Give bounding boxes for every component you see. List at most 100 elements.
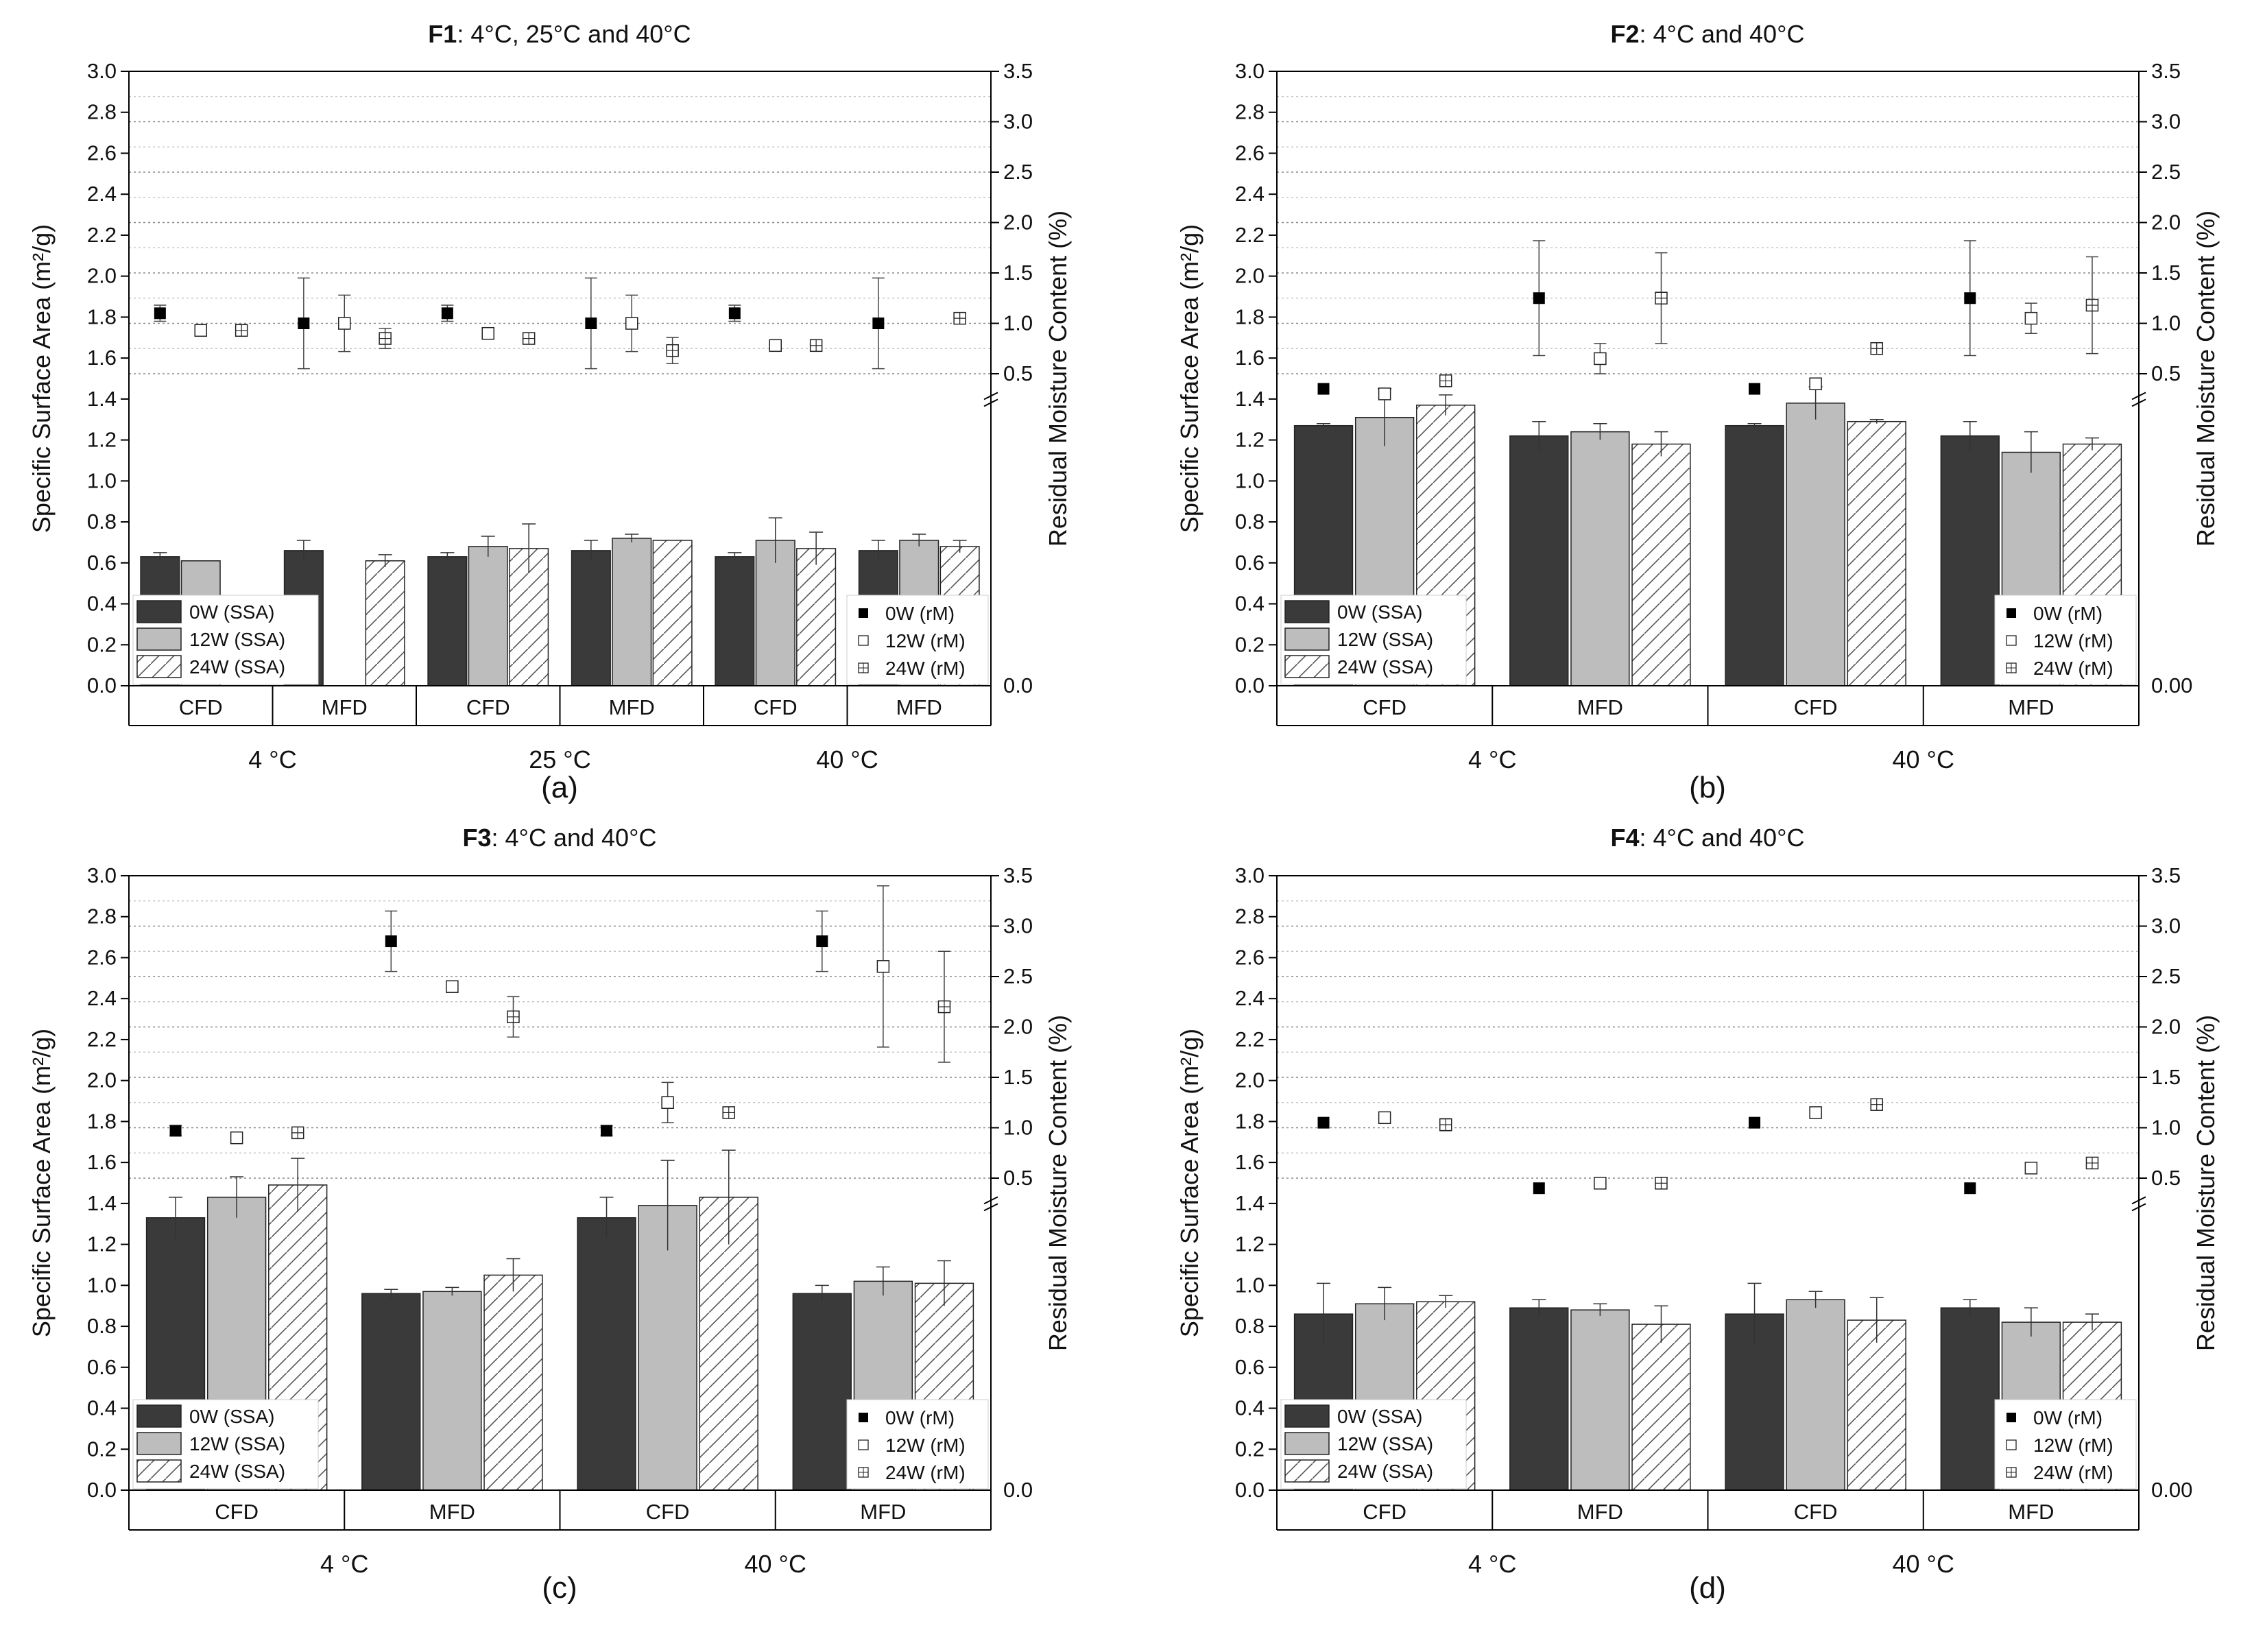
y2-tick-label: 1.5 <box>1003 1065 1033 1089</box>
axis-break <box>983 1203 998 1212</box>
y-tick-label: 0.4 <box>1235 1396 1265 1420</box>
legend-label: 24W (rM) <box>2033 658 2113 679</box>
legend-right-box <box>1994 595 2137 685</box>
bar-12wssa <box>755 540 795 686</box>
rm-point-0w <box>728 307 741 320</box>
legend-swatch <box>1284 1404 1330 1428</box>
y-tick-label: 2.4 <box>87 986 117 1010</box>
y2-tick-label: 3.5 <box>2151 863 2181 887</box>
bar-0wssa <box>427 556 468 686</box>
chart-panel-4: 0.0 0.2 0.4 0.6 0.8 1.0 1.2 1.4 1.6 1.8 2.0 2.2 2.4 2… <box>1175 824 2220 1605</box>
legend-swatch <box>136 1404 182 1428</box>
legend-label: 12W (rM) <box>2033 630 2113 651</box>
legend-label: 12W (SSA) <box>1337 629 1433 650</box>
legend-label: 24W (rM) <box>885 658 966 679</box>
y2-axis-label: Residual Moisture Content (%) <box>1044 1015 1072 1351</box>
y2-tick-label: 0.5 <box>2151 1166 2181 1190</box>
rm-point-0w <box>169 1125 182 1137</box>
legend-label: 24W (rM) <box>2033 1462 2113 1483</box>
y-tick-label: 0.0 <box>87 673 117 697</box>
y-tick-label: 0.4 <box>87 592 117 616</box>
axis-break <box>2131 1196 2146 1205</box>
rm-point-12w <box>1378 1111 1391 1125</box>
bar-12wssa <box>612 538 652 686</box>
y-tick-label: 1.6 <box>87 1150 117 1174</box>
x-method-label: CFD <box>1363 1500 1406 1524</box>
legend-swatch <box>1284 600 1330 623</box>
legend-right-box <box>846 1399 989 1489</box>
bar-24wssa <box>796 548 837 686</box>
axis-break <box>983 398 998 407</box>
y-tick-label: 1.6 <box>87 346 117 370</box>
chart-title: F2: 4°C and 40°C <box>1611 20 1805 48</box>
y-tick-label: 2.4 <box>1235 182 1265 206</box>
y-tick-label: 1.8 <box>1235 304 1265 328</box>
y2-tick-label: 2.5 <box>2151 160 2181 184</box>
axis-break <box>983 1196 998 1205</box>
y2-tick-label: 1.0 <box>2151 311 2181 335</box>
y-tick-label: 2.2 <box>1235 223 1265 247</box>
bar-0wssa <box>577 1217 636 1491</box>
legend-label: 0W (rM) <box>885 603 955 624</box>
x-temp-label: 4 °C <box>248 745 296 774</box>
x-method-label: MFD <box>2008 1500 2054 1524</box>
legend-label: 24W (SSA) <box>189 656 285 678</box>
legend-swatch <box>136 655 182 678</box>
y-tick-label: 0.0 <box>1235 1478 1265 1502</box>
rm-point-12w <box>230 1131 243 1145</box>
x-method-label: CFD <box>179 695 223 719</box>
x-temp-label: 40 °C <box>816 745 878 774</box>
bar-0wssa <box>1940 1307 2000 1491</box>
legend-marker <box>2007 608 2016 618</box>
axis-break <box>983 392 998 400</box>
bar-12wssa <box>422 1291 482 1491</box>
bar-0wssa <box>1940 435 2000 686</box>
bar-24wssa <box>1631 443 1691 686</box>
y-tick-label: 1.4 <box>87 387 117 411</box>
y2-zero-label: 0.0 <box>1003 1478 1033 1502</box>
y-tick-label: 3.0 <box>1235 863 1265 887</box>
chart-title-rest: : 4°C and 40°C <box>1640 824 1805 852</box>
chart-title-bold: F3 <box>463 824 492 852</box>
y2-tick-label: 3.0 <box>1003 110 1033 134</box>
rm-point-12w <box>446 980 459 993</box>
legend-right-box <box>846 595 989 685</box>
rm-point-0w <box>1749 383 1761 395</box>
chart-title: F1: 4°C, 25°C and 40°C <box>428 20 691 48</box>
y-axis-label: Specific Surface Area (m²/g) <box>1175 224 1203 533</box>
rm-point-12w <box>338 317 351 330</box>
y2-tick-label: 3.0 <box>2151 914 2181 938</box>
y-tick-label: 0.2 <box>1235 1437 1265 1461</box>
rm-point-12w <box>2024 1162 2038 1175</box>
y-tick-label: 1.0 <box>1235 468 1265 492</box>
y-tick-label: 3.0 <box>1235 59 1265 83</box>
y-tick-label: 2.4 <box>87 182 117 206</box>
y-tick-label: 1.6 <box>1235 1150 1265 1174</box>
rm-point-0w <box>1317 1116 1330 1129</box>
rm-point-0w <box>298 318 310 329</box>
y-tick-label: 2.2 <box>87 223 117 247</box>
y-axis-label: Specific Surface Area (m²/g) <box>27 1029 56 1337</box>
rm-point-0w <box>1964 1182 1976 1195</box>
bar-0wssa <box>715 556 755 686</box>
y2-tick-label: 1.5 <box>2151 1065 2181 1089</box>
legend-label: 0W (SSA) <box>1337 1406 1422 1427</box>
bar-12wssa <box>468 546 508 686</box>
legend-label: 24W (SSA) <box>189 1461 285 1482</box>
x-method-label: CFD <box>1794 695 1838 719</box>
legend-swatch <box>1284 1432 1330 1455</box>
bar-12wssa <box>1786 1299 1845 1491</box>
y-tick-label: 0.6 <box>1235 551 1265 575</box>
rm-point-12w <box>1594 352 1607 366</box>
x-method-label: MFD <box>1577 1500 1623 1524</box>
rm-point-0w <box>1964 292 1976 304</box>
y2-axis-label: Residual Moisture Content (%) <box>1044 211 1072 547</box>
rm-point-12w <box>194 324 207 337</box>
y-tick-label: 1.0 <box>87 1273 117 1297</box>
legend-label: 24W (rM) <box>885 1462 966 1483</box>
legend-marker <box>858 635 869 646</box>
y2-zero-label: 0.0 <box>1003 673 1033 697</box>
y-tick-label: 2.6 <box>1235 141 1265 165</box>
y-axis-label: Specific Surface Area (m²/g) <box>27 224 56 533</box>
legend-label: 0W (rM) <box>2033 1407 2103 1428</box>
